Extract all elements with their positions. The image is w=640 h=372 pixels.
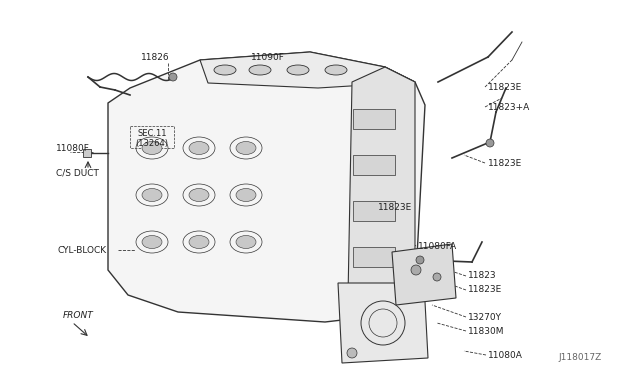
Polygon shape [108,52,425,322]
Text: 13270Y: 13270Y [468,312,502,321]
Bar [353,201,395,221]
Bar [130,126,174,148]
Ellipse shape [249,65,271,75]
Circle shape [486,139,494,147]
Text: SEC.11: SEC.11 [137,128,167,138]
Polygon shape [338,283,428,363]
Text: 11823+A: 11823+A [488,103,531,112]
Ellipse shape [189,189,209,202]
Text: 11090F: 11090F [251,52,285,61]
Text: C/S DUCT: C/S DUCT [56,169,99,177]
Circle shape [169,73,177,81]
Circle shape [433,273,441,281]
Ellipse shape [189,235,209,248]
Text: 11830M: 11830M [468,327,504,336]
Ellipse shape [325,65,347,75]
Text: CYL-BLOCK: CYL-BLOCK [58,246,107,254]
Ellipse shape [287,65,309,75]
Text: 11823: 11823 [468,272,497,280]
Polygon shape [200,52,415,88]
Bar [353,155,395,175]
Ellipse shape [142,189,162,202]
Circle shape [411,265,421,275]
Polygon shape [348,67,415,315]
Text: 11823E: 11823E [488,158,522,167]
Circle shape [347,348,357,358]
Text: 11823E: 11823E [378,202,412,212]
Bar [353,247,395,267]
Text: 11080FA: 11080FA [418,241,457,250]
Ellipse shape [142,235,162,248]
Ellipse shape [236,235,256,248]
Bar [353,109,395,129]
Text: 11823E: 11823E [488,83,522,92]
Text: J118017Z: J118017Z [558,353,601,362]
Text: FRONT: FRONT [63,311,93,320]
Polygon shape [392,244,456,305]
Ellipse shape [142,141,162,154]
Bar [83,149,91,157]
Text: 11080A: 11080A [488,352,523,360]
Text: 11826: 11826 [141,52,170,61]
Circle shape [416,256,424,264]
Text: (13264): (13264) [136,138,168,148]
Ellipse shape [214,65,236,75]
Text: 11080F: 11080F [56,144,90,153]
Ellipse shape [189,141,209,154]
Text: 11823E: 11823E [468,285,502,295]
Ellipse shape [236,189,256,202]
Ellipse shape [236,141,256,154]
